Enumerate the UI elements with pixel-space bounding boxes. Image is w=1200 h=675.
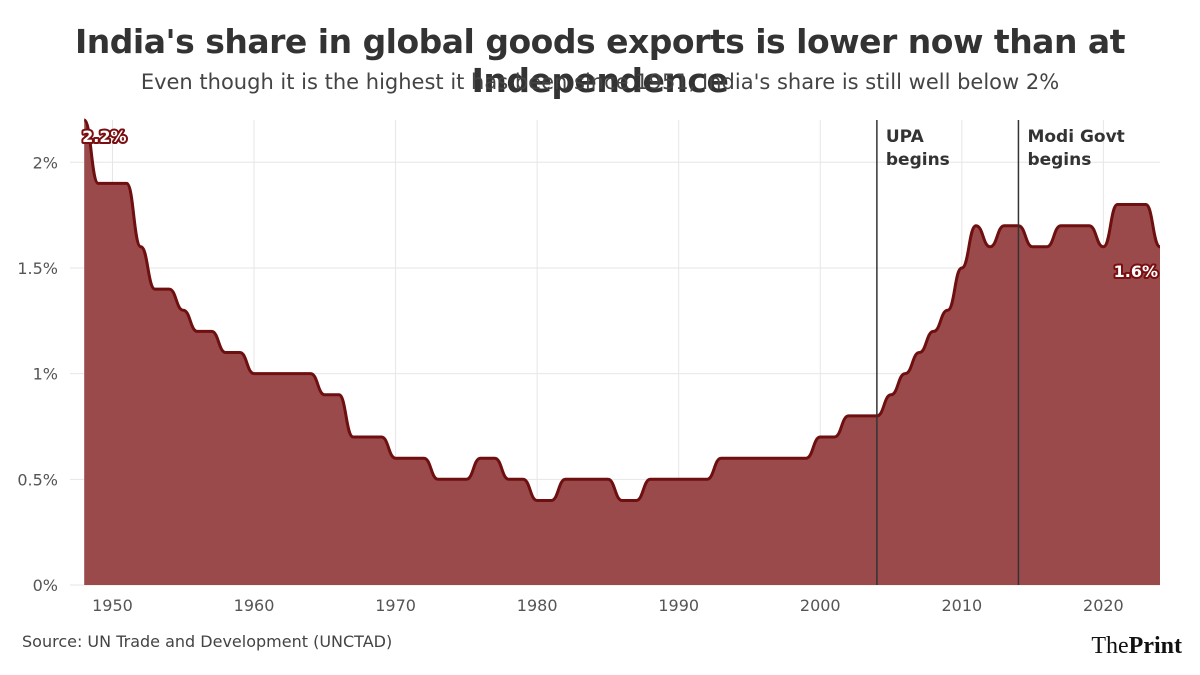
source-note: Source: UN Trade and Development (UNCTAD… (22, 632, 393, 651)
logo-part-print: Print (1128, 633, 1182, 659)
series-layer (82, 118, 1162, 585)
x-tick-label: 2000 (800, 596, 841, 615)
x-tick-label: 1950 (92, 596, 133, 615)
x-tick-label: 1960 (234, 596, 275, 615)
x-tick-label: 2020 (1083, 596, 1124, 615)
point-label: 1.6% (1114, 262, 1158, 281)
x-tick-label: 2010 (941, 596, 982, 615)
event-layer: UPA begins Modi Govt begins (876, 120, 1125, 585)
chart-subtitle: Even though it is the highest it has bee… (140, 70, 1060, 94)
series-line (82, 118, 1162, 502)
y-tick-label: 0% (33, 576, 58, 595)
series-area (84, 120, 1161, 585)
x-tick-label: 1990 (658, 596, 699, 615)
event-label: Modi Govt (1027, 127, 1124, 147)
y-tick-label: 2% (33, 153, 58, 172)
y-tick-label: 1% (33, 365, 58, 384)
x-tick-label: 1980 (517, 596, 558, 615)
brand-logo: ThePrint (1091, 633, 1182, 660)
event-label: begins (1027, 150, 1091, 170)
event-label: UPA (886, 127, 925, 147)
y-tick-label: 0.5% (17, 470, 58, 489)
logo-part-the: The (1091, 633, 1129, 659)
event-label: begins (886, 150, 950, 170)
x-tick-label: 1970 (375, 596, 416, 615)
chart-title: India's share in global goods exports is… (75, 22, 1125, 100)
axis-layer: 0% 0.5% 1% 1.5% 2% 1950 1960 1970 1980 1990 2000 20… (17, 153, 1123, 615)
point-label-layer: 2.2% 1.6% (80, 125, 1160, 283)
y-tick-label: 1.5% (17, 259, 58, 278)
point-label: 2.2% (82, 127, 126, 146)
